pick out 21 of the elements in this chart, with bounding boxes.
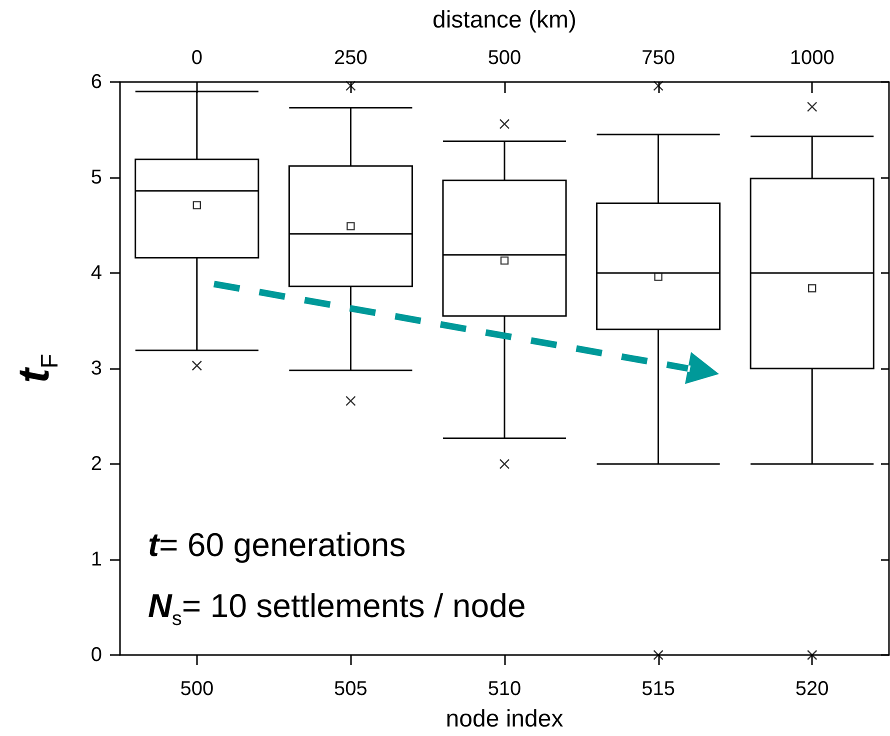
y-tick-label: 0 [90, 644, 102, 666]
y-tick-label: 2 [90, 453, 102, 475]
y-tick-label: 1 [90, 548, 102, 570]
x-tick-label: 510 [488, 678, 522, 700]
y-tick-label: 4 [90, 262, 102, 284]
x2-tick-label: 0 [191, 47, 202, 69]
y-tick-label: 3 [90, 358, 102, 380]
x-axis-title: node index [446, 706, 564, 732]
x-tick-label: 515 [642, 678, 675, 700]
x-tick-label: 500 [180, 678, 214, 700]
x-tick-label: 505 [334, 678, 368, 700]
x2-tick-label: 750 [642, 47, 675, 69]
x2-tick-label: 1000 [790, 47, 834, 69]
y-axis-title: tF [10, 354, 64, 384]
y-tick-label: 5 [90, 166, 102, 188]
annotation: t= 60 generations [148, 526, 406, 563]
x2-tick-label: 250 [334, 47, 368, 69]
x2-axis-title: distance (km) [432, 6, 577, 34]
x2-tick-label: 500 [488, 47, 522, 69]
y-tick-label: 6 [90, 71, 102, 93]
x-tick-label: 520 [795, 678, 829, 700]
